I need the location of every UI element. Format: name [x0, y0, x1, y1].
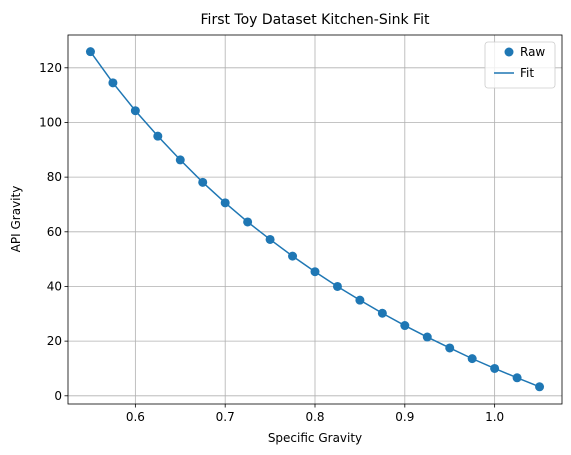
x-tick-label: 0.9 [395, 410, 414, 424]
x-tick-label: 0.6 [126, 410, 145, 424]
y-tick-label: 100 [39, 115, 62, 129]
x-tick-label: 0.7 [216, 410, 235, 424]
grid [68, 35, 562, 404]
y-axis-title: API Gravity [9, 186, 23, 253]
legend-fit-label: Fit [520, 66, 534, 80]
plot-data [85, 47, 545, 392]
x-tick-label: 1.0 [485, 410, 504, 424]
x-tick-label: 0.8 [305, 410, 324, 424]
axes: 0.6 0.7 0.8 0.9 1.0 0 20 40 60 80 100 120 [39, 61, 504, 424]
y-tick-label: 0 [54, 389, 62, 403]
fit-line [89, 51, 540, 388]
y-tick-label: 40 [47, 279, 62, 293]
y-tick-label: 20 [47, 334, 62, 348]
y-tick-label: 80 [47, 170, 62, 184]
legend-box [484, 41, 556, 89]
legend: Raw Fit [484, 41, 556, 89]
chart-title: First Toy Dataset Kitchen-Sink Fit [201, 12, 430, 28]
x-axis-title: Specific Gravity [268, 431, 362, 445]
legend-raw-marker [504, 47, 514, 57]
legend-raw-label: Raw [520, 45, 545, 59]
y-tick-label: 120 [39, 61, 62, 75]
y-tick-label: 60 [47, 225, 62, 239]
